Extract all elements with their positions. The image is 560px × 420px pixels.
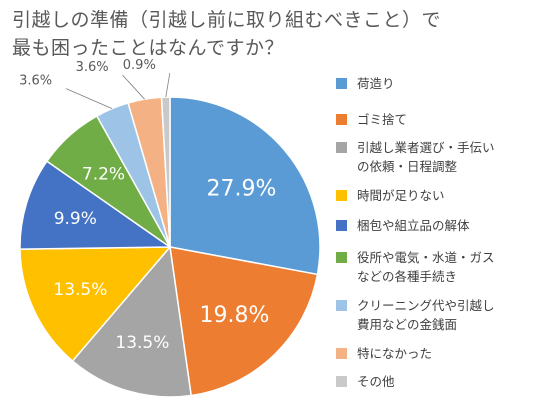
pie-slice-1: [169, 96, 321, 276]
slice-value-label-9: 0.9%: [123, 58, 156, 73]
legend-item-4: 時間が足りない: [336, 186, 547, 205]
legend-swatch: [336, 220, 347, 231]
legend-item-7: クリーニング代や引越し 費用などの金銭面: [336, 296, 547, 334]
legend-swatch: [336, 190, 347, 201]
pie-slice-3: [71, 245, 193, 398]
slice-value-label-3: 13.5%: [115, 333, 169, 353]
legend-swatch: [336, 78, 347, 89]
slice-value-label-4: 13.5%: [53, 280, 107, 300]
slice-leader-line-7: [65, 88, 113, 109]
legend-label: 梱包や組立品の解体: [357, 218, 470, 233]
legend-item-8: 特になかった: [336, 344, 547, 363]
legend-swatch: [336, 114, 347, 125]
legend-item-9: その他: [336, 372, 547, 391]
legend-label: 特になかった: [357, 346, 433, 361]
legend-label: 引越し業者選び・手伝い の依頼・日程調整: [357, 140, 495, 174]
legend-label: ゴミ捨て: [357, 112, 408, 127]
pie-slice-5: [19, 160, 173, 250]
slice-value-label-1: 27.9%: [207, 177, 277, 202]
legend-swatch: [336, 376, 347, 387]
legend-item-2: ゴミ捨て: [336, 110, 547, 129]
legend-swatch: [336, 252, 347, 263]
chart-title-line-2: 最も困ったことはなんですか？: [12, 37, 285, 59]
slice-value-label-5: 9.9%: [54, 209, 97, 229]
legend-label: クリーニング代や引越し 費用などの金銭面: [357, 298, 495, 332]
slice-value-label-7: 3.6%: [19, 74, 52, 89]
legend-label: 時間が足りない: [357, 188, 445, 203]
legend-label: その他: [357, 374, 395, 389]
pie-slice-2: [169, 246, 319, 397]
pie-slice-4: [19, 246, 172, 363]
legend-swatch: [336, 348, 347, 359]
slice-leader-line-9: [165, 73, 171, 98]
slice-value-label-6: 7.2%: [82, 165, 125, 185]
legend-item-6: 役所や電気・水道・ガス などの各種手続き: [336, 248, 547, 286]
chart-title: 引越しの準備（引越し前に取り組むべきこと）で 最も困ったことはなんですか？: [12, 6, 532, 62]
slice-value-label-2: 19.8%: [199, 303, 269, 328]
legend-label: 役所や電気・水道・ガス などの各種手続き: [357, 250, 495, 284]
legend-item-1: 荷造り: [336, 74, 547, 93]
legend-swatch: [336, 300, 347, 311]
slice-leader-line-8: [122, 74, 145, 100]
chart-title-line-1: 引越しの準備（引越し前に取り組むべきこと）で: [12, 9, 442, 31]
legend-item-5: 梱包や組立品の解体: [336, 216, 547, 235]
legend-label: 荷造り: [357, 76, 395, 91]
legend-item-3: 引越し業者選び・手伝い の依頼・日程調整: [336, 138, 547, 176]
slice-value-label-8: 3.6%: [76, 60, 109, 75]
legend-swatch: [336, 142, 347, 153]
